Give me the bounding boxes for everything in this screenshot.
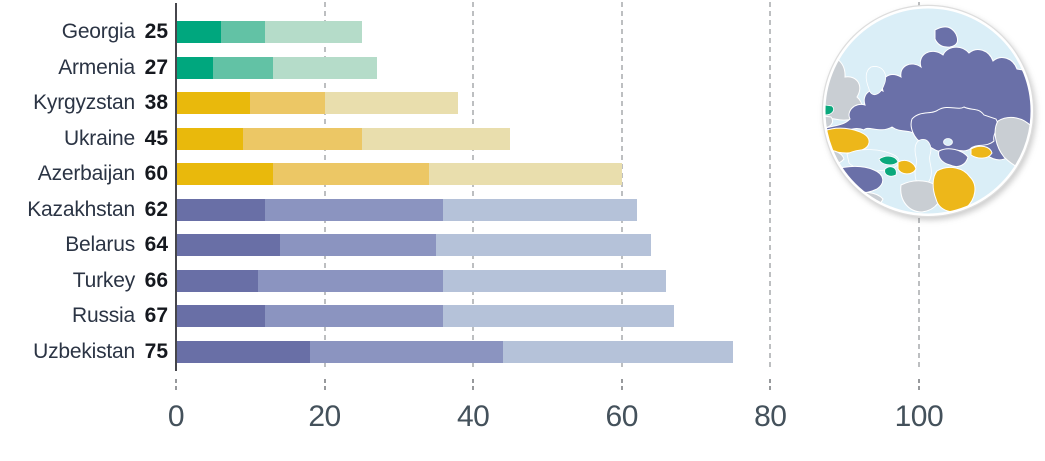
bar-segment-shade-medium	[257, 269, 444, 292]
country-value: 45	[144, 126, 168, 150]
bar-segment-shade-medium	[265, 305, 444, 327]
gridline-80	[769, 2, 772, 371]
bar-segment-shade-medium	[272, 163, 429, 185]
bar-segment-shade-light	[443, 269, 667, 292]
bar-segment-shade-dark	[176, 305, 266, 327]
bar-segment-shade-dark	[176, 234, 280, 256]
country-value: 25	[144, 20, 168, 43]
bar-segment-shade-medium	[250, 92, 325, 114]
x-tick-100	[917, 379, 920, 391]
map-turkey	[824, 165, 884, 194]
row-label: Armenia 27	[0, 56, 168, 80]
bar-segment-shade-dark	[176, 340, 310, 363]
country-value: 67	[144, 304, 168, 327]
row-label: Turkey 66	[0, 269, 168, 293]
country-name: Azerbaijan	[37, 162, 135, 185]
map-novaya-zemlya	[934, 26, 958, 48]
country-value: 60	[144, 162, 168, 185]
bar-segment-shade-light	[443, 305, 674, 327]
country-name: Uzbekistan	[33, 339, 135, 363]
bar-segment-shade-light	[428, 163, 622, 185]
gridline-40	[472, 2, 475, 371]
country-value: 64	[144, 233, 168, 256]
country-name: Georgia	[61, 20, 136, 43]
map-uzbekistan	[938, 148, 969, 168]
country-name: Kyrgyzstan	[33, 91, 135, 114]
map-rim-outer	[821, 4, 1035, 218]
country-value: 62	[144, 197, 168, 221]
map-aral-sea	[943, 138, 953, 146]
bar-segment-shade-dark	[176, 92, 251, 114]
x-tick-label: 0	[167, 400, 185, 433]
bar-segment-shade-medium	[242, 127, 362, 150]
x-tick-label: 80	[754, 400, 787, 433]
country-name: Armenia	[58, 55, 135, 79]
country-name: Turkey	[72, 268, 135, 292]
map-azerbaijan	[897, 159, 917, 175]
country-value: 66	[144, 268, 168, 292]
row-label: Kazakhstan 62	[0, 198, 168, 222]
row-label: Georgia 25	[0, 20, 168, 44]
map-rim-inner	[822, 5, 1034, 217]
bar-segment-shade-light	[443, 198, 637, 221]
bar-segment-shade-light	[265, 21, 362, 43]
gridline-60	[620, 2, 623, 371]
country-name: Belarus	[65, 233, 135, 256]
row-label: Russia 67	[0, 304, 168, 328]
bar-segment-shade-light	[361, 127, 511, 150]
x-tick-40	[472, 379, 475, 391]
x-tick-20	[323, 379, 326, 391]
bar-segment-shade-light	[502, 340, 734, 363]
bar-segment-shade-light	[436, 234, 652, 256]
bar-segment-shade-medium	[280, 234, 436, 256]
bar-segment-shade-medium	[220, 21, 266, 43]
map-inset	[820, 3, 1036, 219]
bar-segment-shade-light	[324, 92, 459, 114]
x-tick-label: 40	[456, 400, 490, 433]
eurasia-map	[821, 4, 1035, 218]
bar-segment-shade-dark	[176, 21, 221, 43]
map-armenia	[884, 166, 897, 177]
bar-segment-shade-medium	[265, 198, 444, 221]
country-name: Kazakhstan	[27, 197, 135, 221]
map-ukraine	[824, 127, 870, 154]
country-value: 38	[144, 91, 168, 114]
map-caspian-sea	[914, 139, 932, 186]
y-axis-line	[175, 3, 177, 371]
row-label: Belarus 64	[0, 233, 168, 257]
map-white-sea	[865, 66, 887, 95]
bar-segment-shade-medium	[309, 340, 503, 363]
x-tick-60	[620, 379, 623, 391]
x-tick-label: 100	[894, 400, 944, 433]
country-value: 27	[144, 55, 168, 79]
bar-segment-shade-dark	[176, 56, 214, 79]
bar-segment-shade-dark	[176, 198, 266, 221]
gridline-20	[323, 2, 326, 371]
x-tick-label: 60	[605, 400, 639, 433]
country-name: Ukraine	[64, 126, 135, 150]
bar-segment-shade-dark	[176, 163, 273, 185]
country-value: 75	[144, 339, 168, 363]
row-label: Kyrgyzstan 38	[0, 91, 168, 115]
x-tick-80	[769, 379, 772, 391]
x-tick-label: 20	[308, 400, 341, 433]
row-label: Azerbaijan 60	[0, 162, 168, 186]
bar-segment-shade-dark	[176, 269, 258, 292]
bar-segment-shade-medium	[213, 56, 273, 79]
map-kyrgyzstan	[970, 145, 993, 159]
row-label: Uzbekistan 75	[0, 340, 168, 364]
row-label: Ukraine 45	[0, 127, 168, 151]
bar-segment-shade-dark	[176, 127, 243, 150]
x-tick-0	[175, 379, 177, 391]
bar-segment-shade-light	[272, 56, 377, 79]
country-name: Russia	[72, 304, 135, 327]
